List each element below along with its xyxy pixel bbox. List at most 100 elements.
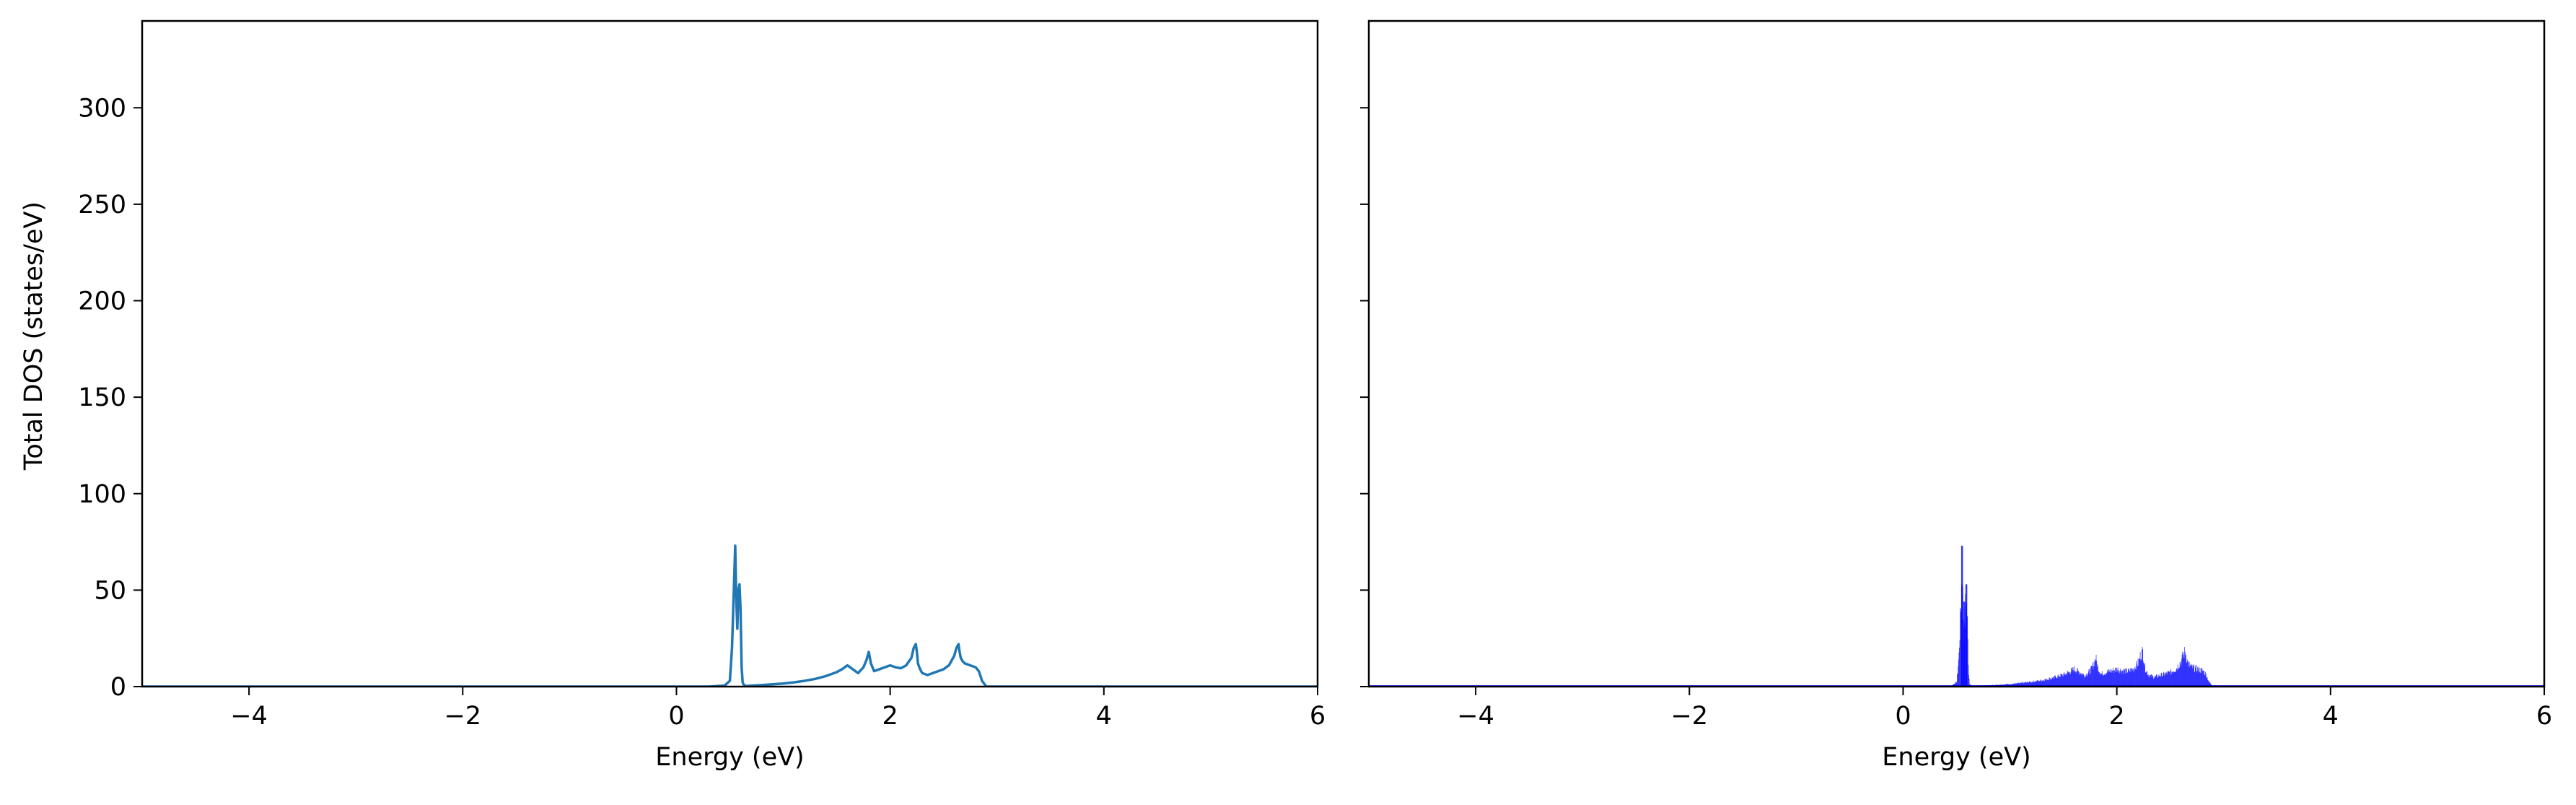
dos-bar: [2109, 669, 2111, 687]
dos-bar: [2012, 684, 2013, 687]
dos-bar: [2142, 649, 2143, 687]
dos-bar: [2180, 663, 2181, 687]
dos-bar: [2064, 674, 2065, 687]
dos-bar: [2060, 673, 2062, 687]
dos-bar: [2189, 664, 2191, 687]
dos-bar: [2182, 651, 2183, 687]
dos-bar: [2116, 667, 2117, 687]
dos-bar: [1968, 678, 1970, 687]
dos-bar: [2052, 679, 2054, 687]
dos-bar: [2150, 674, 2151, 687]
dos-bar: [2025, 682, 2027, 687]
dos-bar: [2041, 681, 2042, 687]
dos-bar: [2067, 671, 2069, 687]
dos-bar: [2094, 666, 2095, 687]
y-tick-label: 50: [94, 576, 126, 605]
dos-bar: [2207, 679, 2209, 687]
dos-bar: [2147, 674, 2149, 687]
dos-bar: [2140, 660, 2142, 687]
dos-bar: [2021, 682, 2023, 687]
dos-bar: [2129, 671, 2131, 687]
dos-bar: [2054, 677, 2055, 687]
dos-bar: [2177, 670, 2178, 687]
dos-bar: [2018, 682, 2020, 687]
dos-bar: [2181, 658, 2182, 687]
dos-bar: [2075, 673, 2077, 687]
dos-bar: [1958, 652, 1960, 687]
dos-bar: [2168, 671, 2169, 687]
dos-bar: [2057, 676, 2059, 687]
dos-bar: [2059, 676, 2060, 687]
x-tick-label: 6: [1310, 702, 1326, 731]
dos-bar: [2058, 674, 2059, 687]
dos-bar: [2166, 673, 2168, 687]
dos-bar: [2036, 679, 2038, 687]
dos-bar: [2103, 675, 2105, 687]
dos-bar: [2059, 677, 2061, 687]
dos-bar: [2168, 671, 2170, 687]
dos-bar: [2066, 673, 2067, 687]
dos-bar: [2015, 683, 2017, 687]
dos-bar: [2187, 661, 2189, 687]
dos-bar: [2018, 682, 2019, 687]
dos-bar: [2159, 676, 2160, 687]
dos-bar: [2018, 683, 2020, 687]
dos-bar: [2033, 680, 2034, 687]
dos-bar: [1955, 682, 1957, 687]
dos-bar: [2047, 679, 2048, 687]
y-tick-label: 100: [78, 480, 126, 509]
dos-bar: [2077, 670, 2079, 687]
x-tick-label: 6: [2536, 702, 2552, 731]
dos-bar: [2030, 682, 2031, 687]
dos-bar: [2175, 671, 2176, 687]
dos-bar: [2100, 674, 2101, 687]
dos-bar: [1956, 682, 1958, 687]
dos-bar: [2082, 674, 2084, 687]
dos-bar: [2095, 654, 2097, 687]
dos-bar: [2053, 677, 2054, 687]
dos-bar: [2027, 682, 2028, 687]
dos-bar: [2207, 676, 2208, 687]
dos-bar: [2115, 667, 2116, 687]
dos-bar: [2088, 669, 2090, 687]
dos-bar: [1965, 593, 1966, 687]
dos-bar: [2056, 678, 2057, 687]
dos-bar: [2166, 674, 2168, 687]
dos-bar: [2104, 674, 2106, 687]
dos-bar: [2105, 674, 2106, 687]
dos-bar: [2062, 674, 2064, 687]
dos-bar: [2208, 681, 2209, 687]
dos-bar: [2062, 676, 2063, 687]
dos-bar: [2044, 679, 2046, 687]
dos-bar: [2206, 677, 2207, 687]
dos-bar: [2126, 672, 2128, 687]
dos-bar: [2049, 677, 2050, 687]
dos-bar: [2124, 669, 2126, 687]
dos-bar: [1963, 601, 1966, 687]
dos-bar: [2155, 676, 2156, 687]
dos-bar: [2204, 675, 2206, 687]
dos-bar: [2026, 682, 2028, 687]
dos-bar: [2184, 651, 2186, 687]
dos-bar: [2069, 672, 2070, 687]
dos-bar: [2153, 678, 2155, 687]
dos-bar: [1959, 648, 1960, 687]
dos-bar: [2108, 670, 2110, 687]
dos-bar: [2162, 675, 2163, 687]
dos-bar: [2075, 671, 2076, 687]
plot-area: [142, 544, 1318, 687]
dos-bar: [2087, 674, 2088, 687]
dos-bar: [2119, 671, 2120, 687]
dos-bar: [2023, 683, 2024, 687]
dos-bar: [1953, 684, 1955, 687]
dos-bar: [2157, 677, 2158, 687]
dos-bar: [2141, 660, 2142, 687]
dos-bar: [2000, 684, 2002, 687]
dos-bar: [2143, 663, 2145, 687]
x-tick-label: −4: [1457, 702, 1494, 731]
dos-bar: [1968, 674, 1969, 687]
dos-bar: [2142, 646, 2143, 687]
dos-bar: [2203, 670, 2204, 687]
axes-frame: [1367, 19, 2546, 688]
